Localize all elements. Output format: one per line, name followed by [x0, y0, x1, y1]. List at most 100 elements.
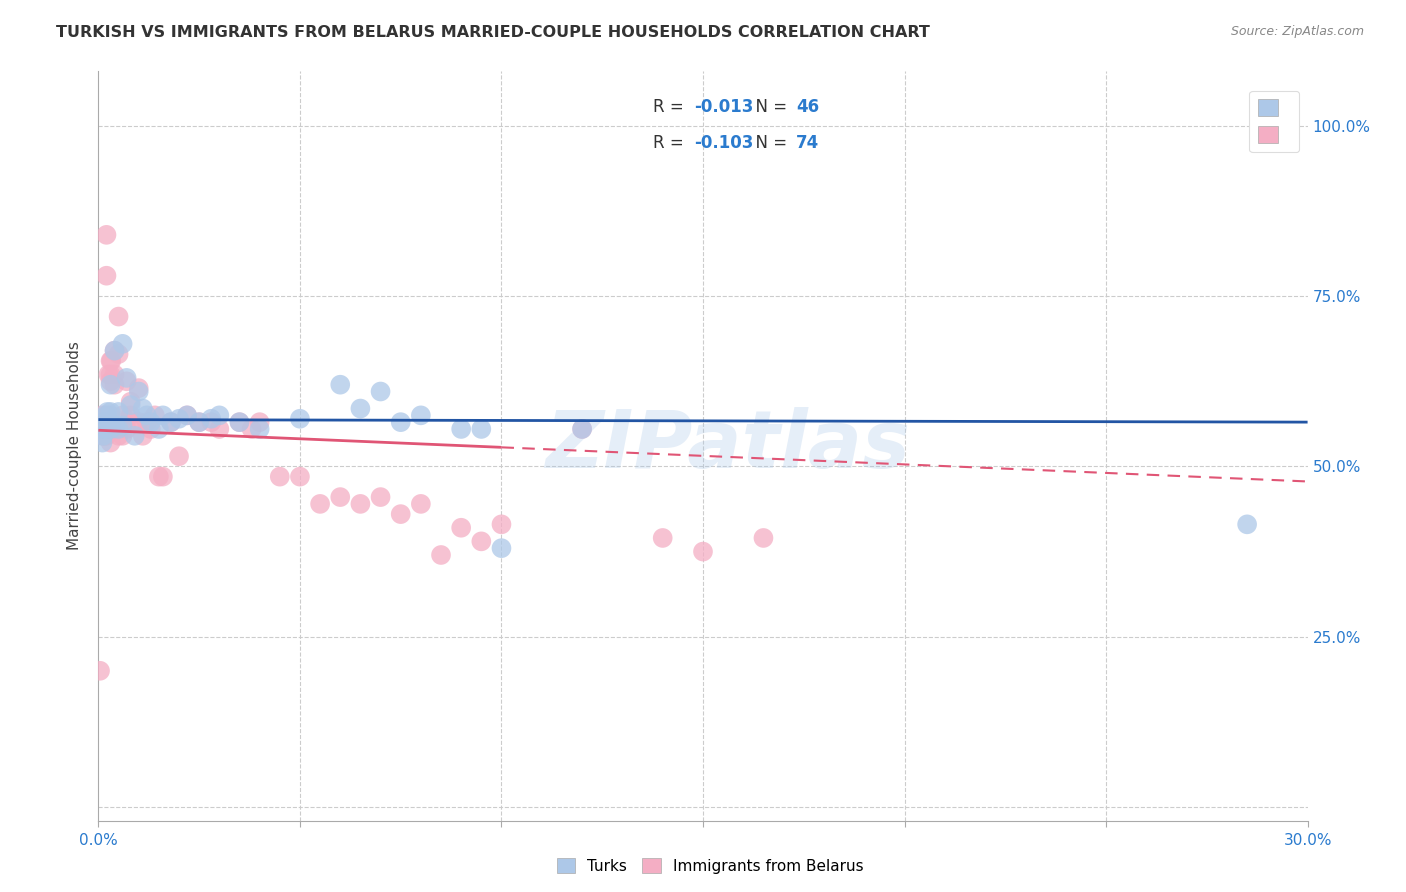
- Point: [208, 409, 231, 423]
- Point: [228, 415, 250, 429]
- Point: [124, 415, 146, 429]
- Point: [167, 449, 190, 463]
- Point: [94, 422, 117, 436]
- Text: 46: 46: [796, 98, 820, 116]
- Point: [139, 415, 162, 429]
- Point: [491, 517, 513, 532]
- Text: N =: N =: [745, 98, 793, 116]
- Point: [491, 541, 513, 556]
- Point: [389, 415, 412, 429]
- Point: [91, 429, 114, 443]
- Point: [288, 469, 311, 483]
- Text: ZIPatlas: ZIPatlas: [544, 407, 910, 485]
- Point: [100, 374, 122, 388]
- Point: [96, 415, 118, 429]
- Point: [103, 343, 125, 358]
- Point: [409, 497, 432, 511]
- Point: [188, 415, 211, 429]
- Legend: Turks, Immigrants from Belarus: Turks, Immigrants from Belarus: [551, 852, 869, 880]
- Point: [111, 429, 134, 443]
- Point: [132, 429, 155, 443]
- Point: [160, 415, 183, 429]
- Point: [96, 268, 118, 283]
- Point: [167, 411, 190, 425]
- Point: [124, 429, 146, 443]
- Point: [571, 422, 593, 436]
- Point: [90, 422, 112, 436]
- Point: [111, 336, 134, 351]
- Point: [100, 405, 122, 419]
- Point: [329, 490, 352, 504]
- Point: [91, 415, 114, 429]
- Text: -0.013: -0.013: [695, 98, 754, 116]
- Point: [370, 384, 392, 399]
- Point: [90, 415, 112, 429]
- Point: [128, 415, 150, 429]
- Point: [148, 469, 170, 483]
- Point: [240, 422, 263, 436]
- Point: [91, 429, 114, 443]
- Point: [389, 507, 412, 521]
- Point: [100, 409, 122, 423]
- Point: [107, 429, 129, 443]
- Point: [249, 422, 271, 436]
- Point: [96, 422, 118, 436]
- Point: [152, 409, 174, 423]
- Point: [349, 497, 371, 511]
- Point: [107, 310, 129, 324]
- Point: [143, 409, 166, 423]
- Point: [100, 422, 122, 436]
- Point: [93, 415, 115, 429]
- Y-axis label: Married-couple Households: Married-couple Households: [67, 342, 83, 550]
- Point: [200, 415, 222, 429]
- Point: [100, 354, 122, 368]
- Point: [120, 394, 142, 409]
- Point: [94, 422, 117, 436]
- Point: [139, 422, 162, 436]
- Point: [309, 497, 332, 511]
- Point: [111, 418, 134, 433]
- Point: [228, 415, 250, 429]
- Point: [104, 418, 127, 433]
- Point: [176, 409, 198, 423]
- Point: [107, 422, 129, 436]
- Point: [200, 411, 222, 425]
- Point: [752, 531, 775, 545]
- Point: [128, 384, 150, 399]
- Point: [152, 469, 174, 483]
- Point: [93, 429, 115, 443]
- Point: [103, 368, 125, 382]
- Point: [176, 409, 198, 423]
- Point: [450, 422, 472, 436]
- Point: [188, 415, 211, 429]
- Point: [100, 422, 122, 436]
- Point: [103, 422, 125, 436]
- Point: [1236, 517, 1258, 532]
- Point: [409, 409, 432, 423]
- Point: [91, 409, 114, 423]
- Point: [100, 354, 122, 368]
- Point: [107, 405, 129, 419]
- Point: [470, 422, 492, 436]
- Point: [430, 548, 453, 562]
- Point: [93, 411, 115, 425]
- Point: [128, 381, 150, 395]
- Point: [93, 415, 115, 429]
- Point: [97, 418, 120, 433]
- Point: [100, 435, 122, 450]
- Point: [450, 521, 472, 535]
- Point: [115, 422, 138, 436]
- Point: [91, 422, 114, 436]
- Point: [132, 401, 155, 416]
- Point: [120, 409, 142, 423]
- Point: [208, 422, 231, 436]
- Text: R =: R =: [654, 98, 689, 116]
- Point: [370, 490, 392, 504]
- Point: [100, 377, 122, 392]
- Point: [96, 409, 118, 423]
- Text: Source: ZipAtlas.com: Source: ZipAtlas.com: [1230, 25, 1364, 38]
- Legend: , : ,: [1250, 91, 1299, 153]
- Text: -0.103: -0.103: [695, 134, 754, 152]
- Point: [100, 418, 122, 433]
- Point: [94, 429, 117, 443]
